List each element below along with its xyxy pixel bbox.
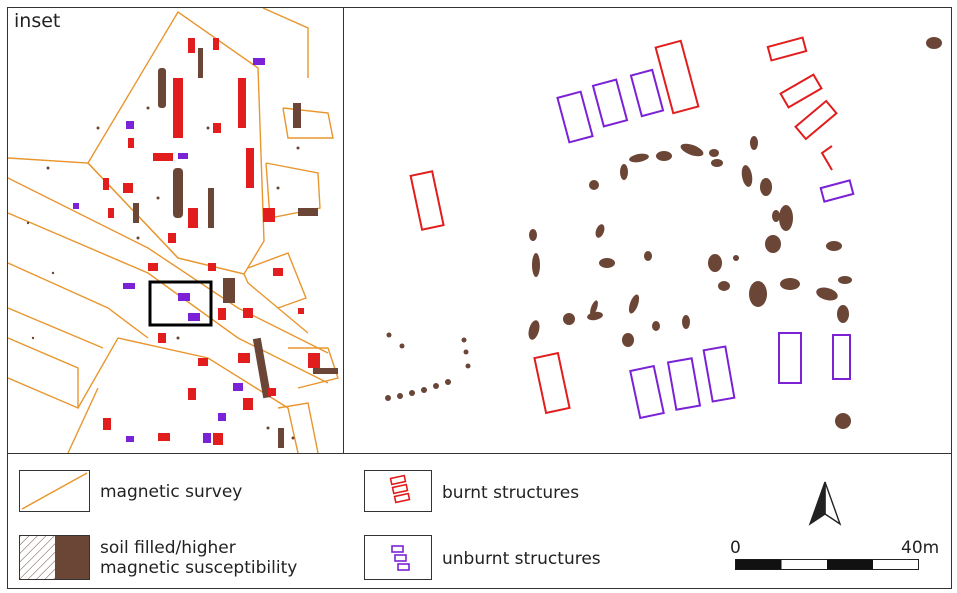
survey-edge-g [67,387,99,453]
detail-map-panel [343,7,952,454]
survey-parcel-5 [277,402,319,453]
legend-soil-label-2: magnetic susceptibility [100,558,298,578]
inset-map-panel: inset [7,7,344,454]
burnt-structure [409,170,445,231]
unburnt-structure [591,78,629,128]
survey-parcel-6 [262,8,309,78]
scale-bar [735,559,919,571]
magnetic-survey-outlines [8,8,339,453]
inset-dots [26,106,300,440]
legend-swatch-soil [19,535,90,580]
legend-survey-label: magnetic survey [100,482,243,502]
survey-edge-f [8,337,79,410]
burnt-structure [533,351,571,415]
inset-locator-box [148,280,213,327]
burnt-structures [409,36,838,415]
inset-map [8,8,339,453]
unburnt-structure [666,357,702,411]
legend-burnt-label: burnt structures [442,483,580,503]
inset-soil-features [133,48,338,448]
survey-edge-e [8,307,104,349]
north-arrow-icon [808,480,842,528]
survey-edge-a [8,157,309,334]
detail-map [385,36,942,429]
unburnt-structure [629,68,665,118]
unburnt-structure [702,345,736,403]
inset-label: inset [14,10,61,32]
legend-swatch-burnt [364,470,432,512]
burnt-structure [794,99,838,141]
scale-start-label: 0 [730,538,741,558]
survey-edge-b [8,177,329,354]
inset-burnt-structures [103,38,320,445]
survey-parcel-3 [247,252,307,309]
survey-edge-d [8,262,149,339]
survey-parcel-2 [265,162,321,219]
burnt-structure [654,39,700,115]
survey-parcel-4 [288,347,339,389]
post-holes [385,332,471,401]
scale-end-label: 40m [901,538,940,558]
legend-panel: magnetic survey soil filled/higher magne… [7,453,952,589]
unburnt-structure [832,334,851,380]
legend-unburnt-label: unburnt structures [442,549,601,569]
unburnt-structure [556,90,594,144]
legend-swatch-survey [19,470,90,512]
burnt-structure [820,145,833,171]
unburnt-structure [778,332,802,384]
survey-edge-c [8,212,329,384]
unburnt-structure [629,364,665,420]
inset-unburnt-structures [73,58,265,443]
legend-swatch-unburnt [364,535,432,580]
unburnt-structures [556,68,855,420]
soil-features [528,37,942,429]
unburnt-structure [819,179,855,203]
burnt-structure [766,36,808,62]
burnt-structure [779,73,823,109]
legend-soil-label-1: soil filled/higher [100,538,236,558]
survey-parcel-1 [282,107,334,139]
